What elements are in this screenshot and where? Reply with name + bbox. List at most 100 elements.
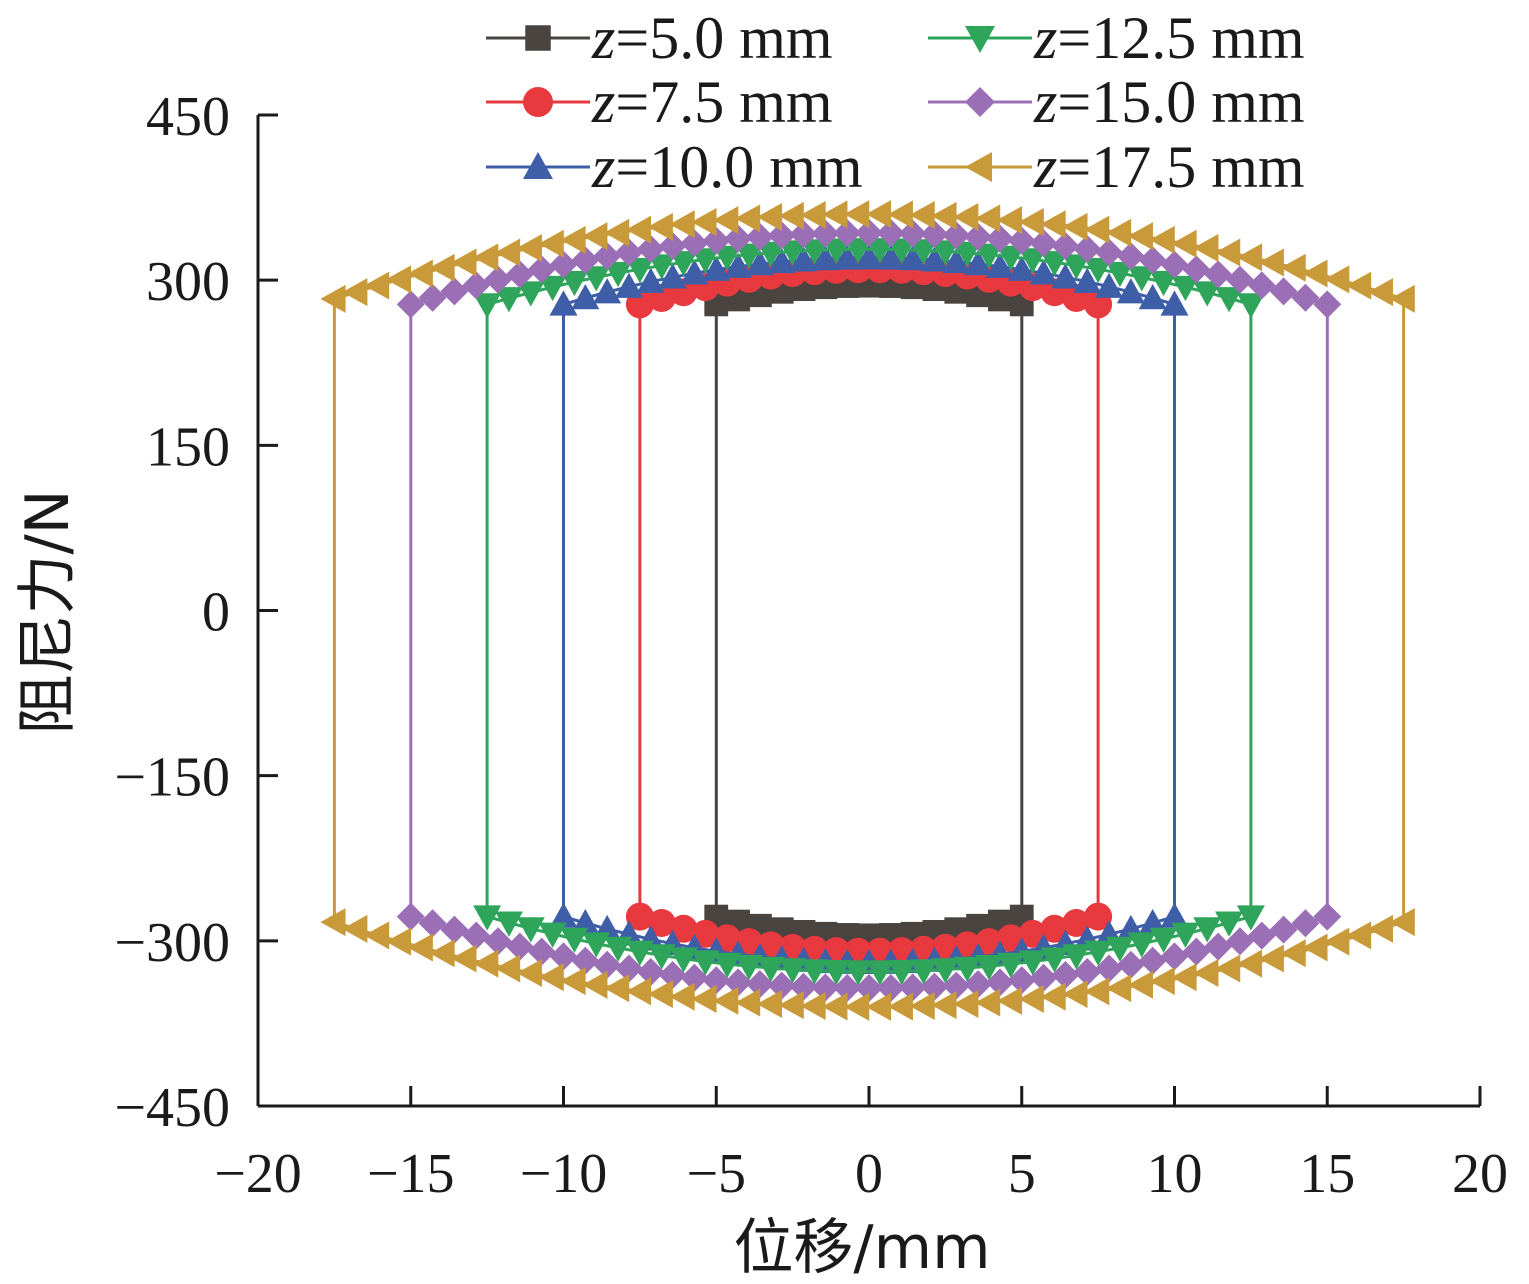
y-tick-label: −300	[114, 912, 230, 974]
data-point	[625, 902, 654, 931]
legend-label: z=10.0 mm	[591, 134, 863, 200]
data-point	[833, 218, 862, 247]
data-point	[1084, 257, 1113, 284]
data-point	[898, 219, 927, 248]
data-point	[1269, 915, 1298, 944]
data-point	[876, 974, 905, 1003]
data-point	[822, 960, 851, 986]
data-point	[767, 247, 796, 274]
data-point	[1095, 954, 1124, 983]
data-point	[702, 226, 731, 255]
legend-label: z=15.0 mm	[1033, 69, 1305, 135]
data-point	[756, 202, 783, 231]
data-point	[1345, 921, 1372, 950]
data-point	[1040, 914, 1069, 943]
legend-marker	[525, 25, 551, 51]
data-point	[1291, 283, 1320, 312]
data-point	[789, 246, 818, 272]
data-point	[418, 909, 447, 938]
data-point	[1182, 255, 1211, 284]
series-2	[625, 255, 1113, 966]
data-point	[833, 244, 862, 270]
data-point	[1225, 265, 1254, 294]
data-point	[396, 902, 425, 931]
data-point	[931, 991, 957, 1020]
data-point	[822, 238, 851, 264]
data-point	[1313, 290, 1342, 319]
data-point	[429, 939, 455, 968]
x-tick-label: −10	[520, 1143, 608, 1205]
data-point	[1345, 271, 1372, 300]
data-point	[865, 960, 894, 986]
data-point	[1138, 946, 1167, 975]
y-tick-label: 300	[146, 251, 230, 313]
data-point	[593, 950, 622, 979]
legend-item: z=15.0 mm	[928, 69, 1305, 135]
data-point	[680, 259, 709, 285]
data-point	[1160, 902, 1189, 928]
data-point	[364, 271, 390, 300]
data-point	[451, 248, 477, 277]
data-point	[614, 238, 643, 267]
data-point	[1095, 238, 1124, 267]
x-tick-label: −5	[686, 1143, 746, 1205]
data-point	[647, 909, 676, 938]
data-point	[1051, 961, 1080, 990]
data-point	[342, 278, 368, 307]
data-point	[844, 200, 870, 229]
data-point	[734, 988, 761, 1017]
data-point	[1367, 914, 1394, 943]
data-point	[1073, 235, 1102, 264]
data-point	[593, 242, 622, 271]
data-point	[669, 210, 695, 239]
data-point	[1291, 909, 1320, 938]
y-tick-label: −450	[114, 1077, 230, 1139]
data-point	[1127, 932, 1156, 958]
data-point	[1084, 977, 1110, 1006]
data-point	[516, 234, 542, 263]
data-point	[920, 246, 949, 272]
data-point	[1116, 242, 1145, 271]
data-point	[680, 963, 709, 992]
legend-marker	[965, 87, 995, 117]
data-point	[440, 277, 469, 306]
data-point	[1215, 238, 1241, 267]
data-point	[647, 980, 673, 1009]
data-point	[494, 287, 523, 313]
data-point	[1149, 270, 1178, 297]
legend-value: =7.5 mm	[615, 69, 832, 135]
data-point	[484, 265, 513, 294]
data-point	[473, 243, 499, 272]
data-point	[1171, 963, 1197, 992]
data-point	[669, 914, 698, 943]
data-point	[702, 966, 731, 995]
data-point	[494, 911, 523, 937]
data-point	[604, 218, 630, 247]
data-point	[1193, 234, 1219, 263]
data-point	[1193, 917, 1222, 943]
data-point	[1149, 225, 1175, 254]
data-point	[538, 275, 567, 302]
legend-item: z=10.0 mm	[486, 134, 863, 200]
data-point	[505, 260, 534, 289]
data-point	[614, 954, 643, 983]
data-point	[1367, 278, 1394, 307]
data-point	[1236, 949, 1263, 978]
y-tick-label: 450	[146, 86, 230, 148]
data-point	[571, 246, 600, 275]
data-point	[494, 954, 521, 983]
data-point	[1051, 231, 1080, 260]
x-tick-label: 5	[1008, 1143, 1036, 1205]
data-point	[658, 231, 687, 260]
data-point	[800, 239, 829, 265]
data-point	[1204, 932, 1233, 961]
data-point	[1029, 963, 1058, 992]
data-point	[440, 915, 469, 944]
data-point	[942, 221, 971, 250]
data-point	[1160, 942, 1189, 971]
data-point	[1127, 222, 1153, 251]
data-point	[1258, 248, 1284, 277]
data-point	[865, 200, 892, 229]
data-point	[571, 946, 600, 975]
